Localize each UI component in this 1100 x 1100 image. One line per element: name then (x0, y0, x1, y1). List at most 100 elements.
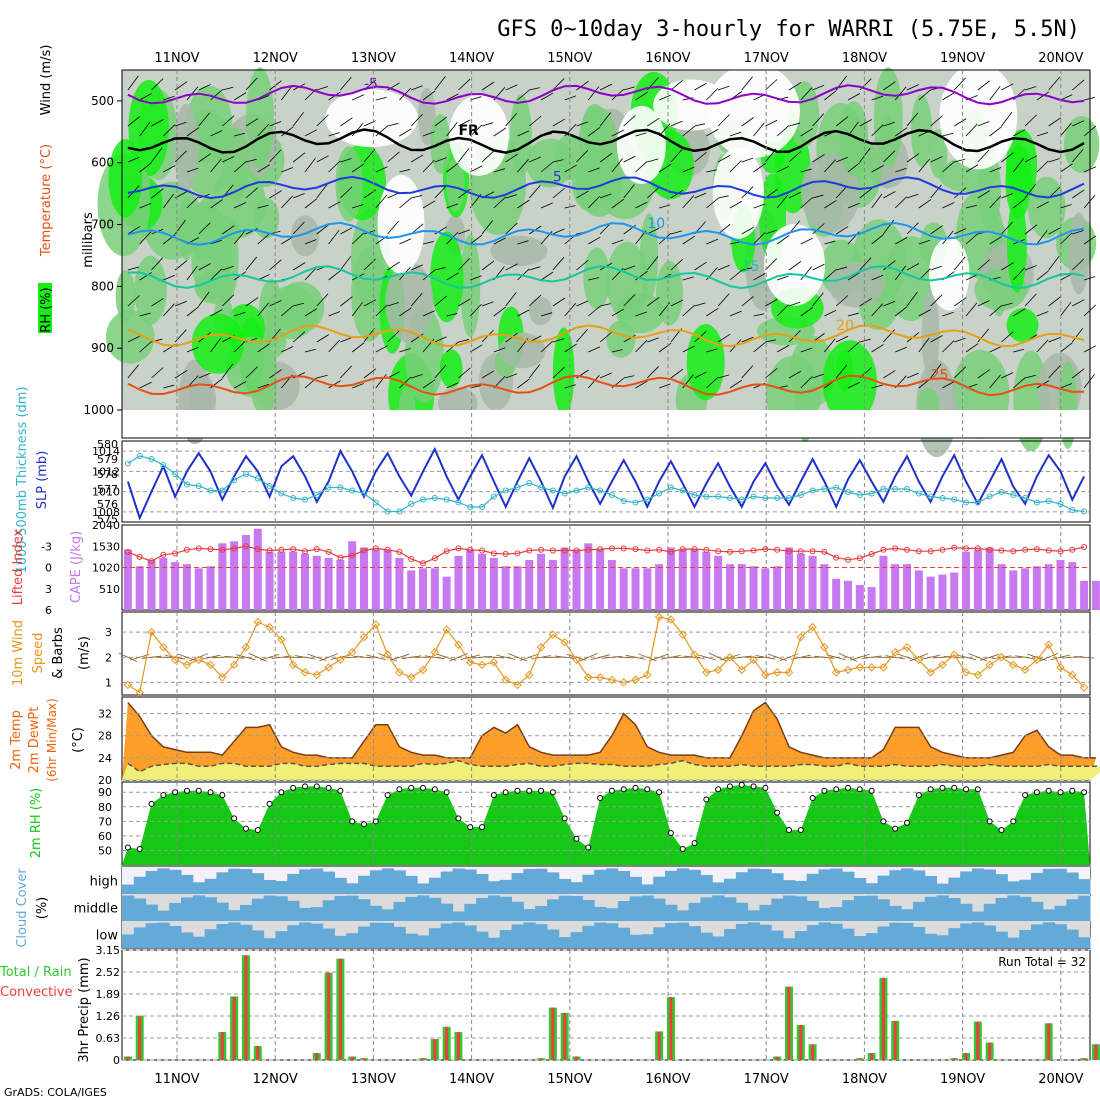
rh2m-axis-label: 2m RH (%) (29, 788, 44, 859)
wind-tick: 3 (105, 626, 112, 639)
wind-barb (340, 117, 353, 127)
cape-bar (419, 568, 428, 610)
rh2m-point (172, 789, 179, 796)
wind-barb (198, 291, 210, 307)
rh-shade (499, 332, 546, 369)
lifted-tick: 6 (45, 604, 52, 617)
wind-barb (647, 117, 660, 127)
cloud-cell (169, 902, 182, 921)
cloud-cell (263, 880, 276, 894)
cloud-cell (405, 896, 418, 921)
cape-bar (560, 547, 569, 610)
cloud-cell (676, 868, 690, 894)
wind-barb (375, 194, 388, 209)
rh2m-point (455, 815, 462, 822)
cape-bar (123, 549, 132, 610)
cloud-cell (877, 926, 890, 948)
lifted-index-point (372, 545, 379, 552)
cape-bar (430, 568, 439, 610)
wind-barb (895, 346, 907, 353)
cape-bar (265, 551, 274, 610)
wind-barb (127, 364, 139, 379)
rh2m-point (502, 789, 509, 796)
cape-bar (796, 553, 805, 610)
wind-barb (233, 92, 247, 101)
rh2m-point (526, 787, 533, 794)
wind-barb (965, 274, 978, 281)
cloud-cell (287, 873, 300, 894)
wind-barb (977, 328, 990, 343)
wind-barb (328, 380, 341, 389)
date-label-bottom: 14NOV (449, 1072, 494, 1087)
wind-barb (977, 121, 990, 127)
wind-barb (576, 300, 589, 307)
wind-barb (174, 150, 187, 163)
rh2m-point (821, 787, 828, 794)
cape-bar (395, 557, 404, 610)
wind-barb (304, 157, 316, 173)
wind-barb (670, 189, 684, 199)
surface-strip (122, 410, 1090, 438)
wind-speed-point (194, 655, 203, 665)
wind-barb (1012, 157, 1025, 173)
cloud-cell (1007, 881, 1020, 894)
rh2m-point (1033, 789, 1040, 796)
wind-barb (706, 348, 718, 353)
rh2m-point (349, 818, 356, 825)
wind-barb (1036, 229, 1048, 245)
date-label-top: 15NOV (547, 51, 592, 66)
wind-axis-label: & Barbs (51, 627, 66, 679)
wind-barb (694, 192, 707, 199)
lifted-index-point (408, 556, 415, 562)
lifted-index-point (951, 544, 958, 551)
wind-barb (682, 305, 695, 317)
rh2m-area (122, 784, 1090, 865)
cape-bar (218, 543, 227, 610)
rh2m-point (809, 795, 816, 802)
surface-wind-barb (519, 653, 539, 661)
wind-barb (588, 305, 601, 317)
wind-barb (965, 302, 978, 317)
rh2m-point (939, 784, 946, 791)
cape-bar (572, 549, 581, 610)
cloud-cell (228, 868, 241, 894)
rh2m-point (1081, 789, 1088, 796)
thickness-point (892, 486, 899, 492)
wind-barb (363, 299, 377, 307)
lifted-tick: -3 (41, 540, 52, 553)
surface-wind-barb (850, 653, 870, 661)
wind-barb (599, 152, 613, 163)
wind-barb (611, 239, 624, 245)
cloud-cell (735, 872, 749, 894)
rh-shade (246, 67, 274, 169)
wind-barb (871, 165, 884, 173)
wind-barb (953, 256, 966, 271)
wind-speed-point (1044, 640, 1053, 649)
wind-barb (930, 184, 942, 199)
cape-bar (466, 549, 475, 610)
thickness-point (726, 495, 733, 501)
cloud-cell (440, 923, 454, 948)
rh-dry-shade (939, 62, 1018, 170)
wind-barb (529, 115, 542, 127)
wind-barb (906, 291, 918, 307)
wind-tick: 2 (105, 651, 112, 664)
wind-barb (847, 93, 861, 101)
wind-barb (351, 122, 364, 137)
wind-barb (292, 152, 306, 163)
rh2m-point (408, 784, 415, 791)
wind-barb (765, 339, 776, 343)
thickness-point (313, 492, 320, 498)
date-label-top: 16NOV (645, 51, 690, 66)
lifted-index-point (821, 548, 828, 555)
wind-barb (587, 86, 600, 101)
wind-barb (481, 220, 493, 235)
cloud-cell (594, 906, 607, 921)
wind-barb (529, 156, 542, 163)
wind-barb (352, 94, 365, 101)
cloud-row-label: high (90, 875, 118, 890)
wind-barb (422, 379, 436, 389)
wind-barb (883, 370, 896, 379)
wind-barb (210, 337, 222, 353)
wind-barb (812, 373, 824, 379)
